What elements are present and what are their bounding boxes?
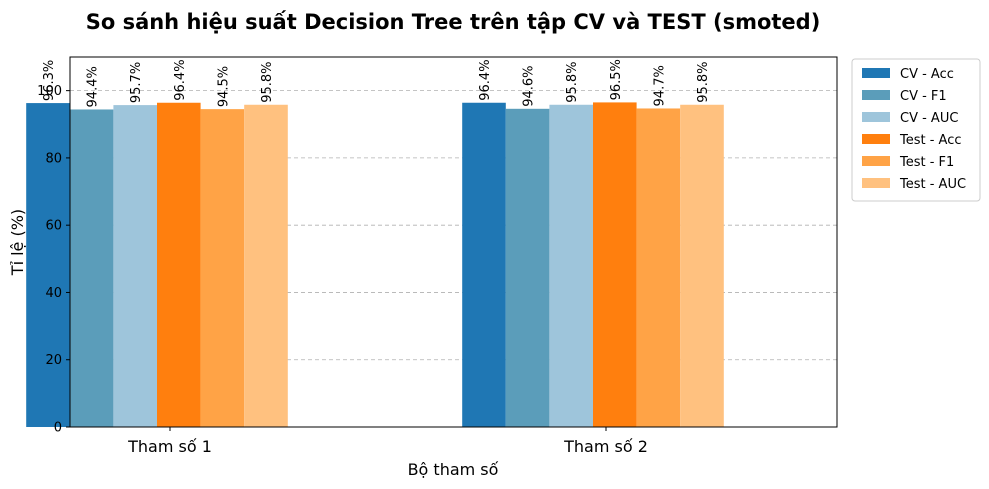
x-axis-ticks: Tham số 1 Tham số 2 [127, 427, 648, 456]
bar [26, 103, 70, 427]
bar [680, 104, 724, 427]
data-label: 94.7% [652, 65, 667, 106]
y-tick-label: 20 [45, 353, 62, 368]
data-label: 95.8% [696, 61, 711, 102]
bar [113, 105, 157, 427]
bar [593, 102, 637, 427]
bar [462, 102, 506, 427]
legend-label: CV - Acc [900, 67, 954, 82]
bar [505, 108, 550, 428]
legend-label: Test - AUC [899, 177, 966, 192]
bar [549, 104, 593, 427]
bar [69, 109, 114, 428]
bar [244, 104, 288, 427]
x-axis-label: Bộ tham số [408, 460, 499, 479]
legend-swatch [862, 156, 890, 166]
y-tick-label: 100 [37, 84, 62, 99]
chart-title: So sánh hiệu suất Decision Tree trên tập… [86, 10, 821, 34]
data-label: 96.3% [42, 60, 57, 101]
bars [26, 102, 724, 428]
data-label: 96.5% [609, 59, 624, 100]
data-labels: 96.3% 96.4% 94.4% 94.6% 95.7% 95.8% 96.4% 96.5%… [42, 59, 711, 107]
bar [636, 108, 681, 428]
bar [200, 109, 245, 428]
plot-frame [69, 56, 838, 428]
legend-swatch [862, 112, 890, 122]
legend-swatch [862, 68, 890, 78]
x-tick-label: Tham số 1 [127, 437, 212, 456]
data-label: 94.4% [86, 66, 101, 107]
x-tick-label: Tham số 2 [563, 437, 648, 456]
legend-label: CV - AUC [900, 111, 958, 126]
legend-swatch [862, 178, 890, 188]
y-axis-ticks: 0 20 40 60 80 100 [37, 84, 70, 436]
data-label: 95.7% [129, 62, 144, 103]
legend-label: Test - F1 [899, 155, 954, 170]
legend: CV - Acc CV - F1 CV - AUC Test - Acc Test - … [851, 58, 981, 202]
legend-label: Test - Acc [899, 133, 962, 148]
legend-label: CV - F1 [900, 89, 947, 104]
data-label: 95.8% [260, 61, 275, 102]
bar [157, 102, 201, 427]
data-label: 94.6% [522, 65, 537, 106]
data-label: 96.4% [478, 59, 493, 100]
legend-swatch [862, 90, 890, 100]
y-tick-label: 40 [45, 286, 62, 301]
data-label: 94.5% [216, 66, 231, 107]
y-tick-label: 60 [45, 219, 62, 234]
y-tick-label: 80 [45, 151, 62, 166]
legend-swatch [862, 134, 890, 144]
y-axis-label: Tỉ lệ (%) [8, 209, 27, 276]
data-label: 95.8% [565, 61, 580, 102]
data-label: 96.4% [173, 59, 188, 100]
y-tick-label: 0 [54, 421, 62, 436]
